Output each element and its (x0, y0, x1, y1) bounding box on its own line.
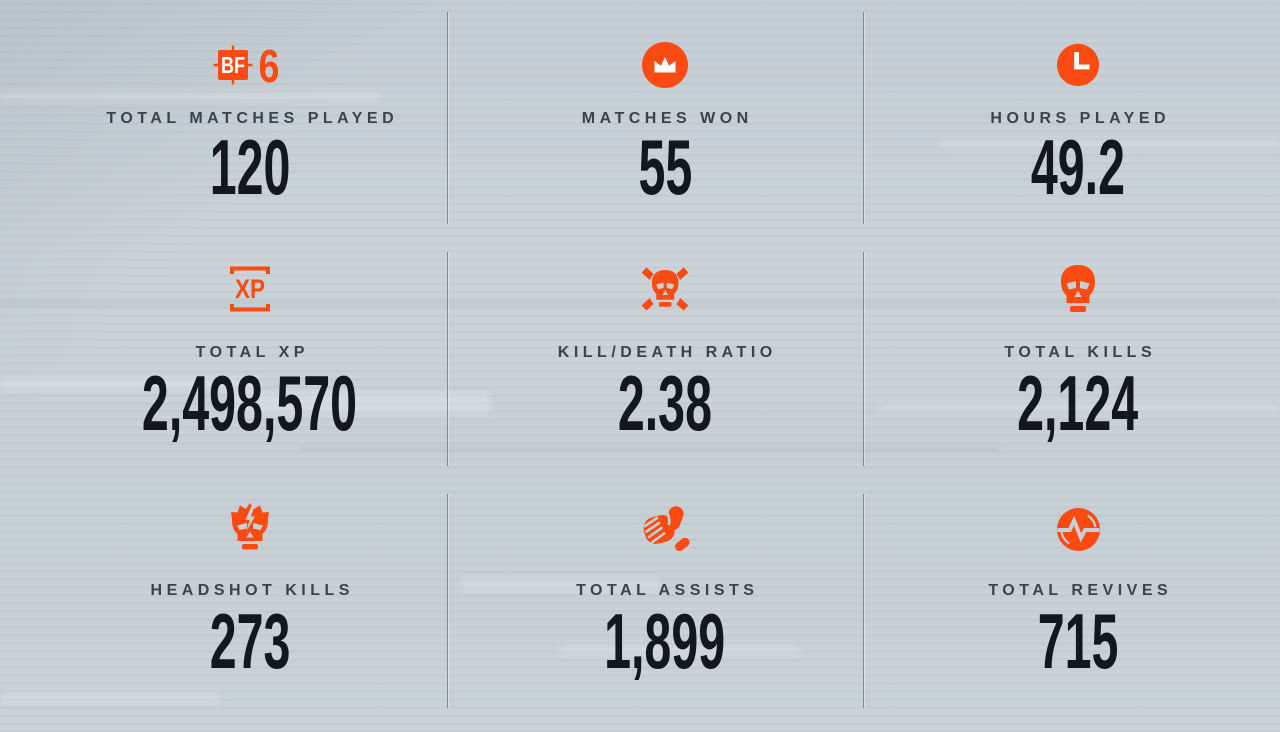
stat-value: 55 (638, 123, 692, 211)
stat-card-matches-won: MATCHES WON 55 (447, 0, 863, 244)
stat-card-total-kills: TOTAL KILLS 2,124 (863, 244, 1280, 488)
background-glitch-streak (460, 578, 660, 592)
stat-value: 120 (209, 123, 291, 211)
background-glitch-streak (880, 402, 1280, 412)
skull-lightning-icon (224, 500, 276, 558)
column-divider (863, 12, 864, 224)
background-glitch-streak (0, 92, 380, 101)
bf6-logo-icon: BF 6 (211, 36, 289, 94)
stat-label: TOTAL MATCHES PLAYED (106, 110, 399, 127)
clock-icon (1055, 36, 1101, 94)
stat-label: TOTAL XP (195, 344, 309, 361)
stat-card-total-assists: TOTAL ASSISTS 1,899 (447, 488, 863, 732)
column-divider (863, 494, 864, 708)
background-glitch-streak (0, 694, 220, 704)
skull-icon (1054, 260, 1102, 318)
stat-label: HEADSHOT KILLS (150, 582, 354, 599)
stat-value: 2,124 (1017, 359, 1139, 447)
stat-label: TOTAL KILLS (1004, 344, 1157, 361)
background-glitch-streak (560, 646, 800, 655)
stat-value: 715 (1037, 597, 1119, 685)
column-divider (447, 494, 448, 708)
background-glitch-streak (0, 302, 1280, 305)
column-divider (447, 252, 448, 466)
bf-logo-number: 6 (259, 44, 280, 86)
handshake-icon (637, 500, 693, 558)
column-divider (447, 12, 448, 224)
column-divider (863, 252, 864, 466)
stat-card-total-xp: XP TOTAL XP 2,498,570 (0, 244, 447, 488)
stat-card-kill-death-ratio: KILL/DEATH RATIO 2.38 (447, 244, 863, 488)
background-glitch-streak (940, 140, 1280, 148)
stat-value: 49.2 (1030, 123, 1126, 211)
background-glitch-streak (230, 392, 490, 414)
stat-card-headshot-kills: HEADSHOT KILLS 273 (0, 488, 447, 732)
pulse-circle-icon (1055, 500, 1102, 558)
stat-label: TOTAL ASSISTS (576, 582, 759, 599)
stat-value: 2.38 (617, 359, 713, 447)
background-glitch-streak (300, 448, 1000, 451)
stat-value: 2,498,570 (142, 359, 358, 447)
stat-value: 1,899 (604, 597, 726, 685)
stat-label: HOURS PLAYED (990, 110, 1171, 127)
background-glitch-streak (0, 378, 260, 390)
xp-badge-text: XP (235, 274, 265, 304)
stat-card-total-revives: TOTAL REVIVES 715 (863, 488, 1280, 732)
stat-label: KILL/DEATH RATIO (557, 344, 777, 361)
stat-card-total-matches-played: BF 6 TOTAL MATCHES PLAYED 120 (0, 0, 447, 244)
crown-icon (641, 36, 689, 94)
stat-label: TOTAL REVIVES (988, 582, 1173, 599)
stat-value: 273 (209, 597, 291, 685)
stat-card-hours-played: HOURS PLAYED 49.2 (863, 0, 1280, 244)
skull-crossbones-icon (637, 260, 693, 318)
xp-brackets-icon: XP (220, 260, 280, 318)
stat-label: MATCHES WON (581, 110, 753, 127)
bf-logo-text: BF (221, 52, 245, 78)
